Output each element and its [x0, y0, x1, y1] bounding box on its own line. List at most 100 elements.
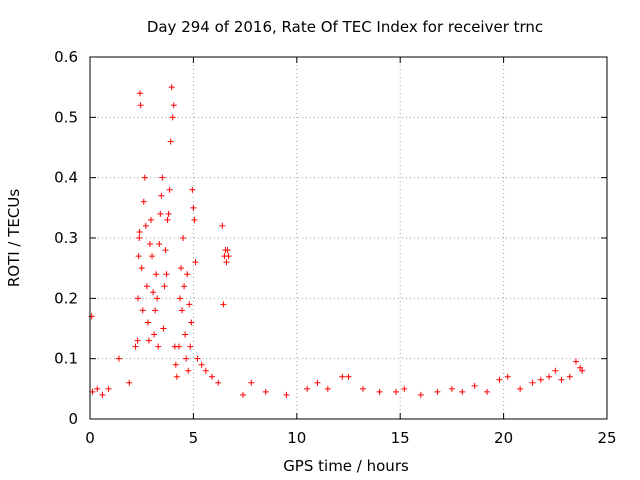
chart-title: Day 294 of 2016, Rate Of TEC Index for r…: [147, 18, 543, 36]
data-point: [189, 186, 196, 193]
data-point: [401, 385, 408, 392]
data-point: [148, 216, 155, 223]
data-point: [248, 379, 255, 386]
data-point: [339, 373, 346, 380]
data-point: [150, 289, 157, 296]
data-point: [99, 391, 106, 398]
data-point: [94, 385, 101, 392]
data-point: [517, 385, 524, 392]
data-point: [142, 222, 149, 229]
data-point: [156, 241, 163, 248]
y-tick-label: 0: [68, 410, 78, 428]
data-point: [202, 367, 209, 374]
plot-frame: [89, 56, 608, 420]
data-point: [169, 114, 176, 121]
data-point: [143, 283, 150, 290]
data-point: [314, 379, 321, 386]
data-point: [471, 382, 478, 389]
data-point: [149, 253, 156, 260]
gridlines: [90, 57, 607, 419]
x-tick-label: 10: [287, 429, 306, 447]
data-point: [115, 355, 122, 362]
data-point: [136, 228, 143, 235]
data-point: [180, 235, 187, 241]
data-point: [154, 295, 161, 302]
data-point: [177, 265, 184, 272]
data-point: [185, 367, 192, 374]
data-point: [194, 355, 201, 362]
data-point: [163, 271, 170, 278]
data-point: [176, 295, 183, 302]
data-point: [160, 325, 167, 332]
y-tick-label: 0.1: [54, 350, 78, 368]
data-point: [134, 337, 141, 344]
data-point: [141, 174, 148, 181]
x-tick-label: 0: [85, 429, 95, 447]
data-point: [172, 361, 179, 368]
data-point: [136, 235, 143, 241]
x-tick-label: 5: [189, 429, 199, 447]
data-point: [577, 364, 584, 371]
data-point: [191, 216, 198, 223]
data-point: [181, 283, 188, 290]
data-point: [165, 210, 172, 217]
data-point: [137, 102, 144, 109]
data-point: [105, 385, 112, 392]
data-point: [182, 331, 189, 338]
data-point: [225, 253, 232, 260]
data-point: [566, 373, 573, 380]
data-points: [88, 84, 586, 398]
data-point: [324, 385, 331, 392]
data-point: [170, 102, 177, 109]
data-point: [220, 301, 227, 308]
data-point: [393, 388, 400, 395]
data-point: [161, 283, 168, 290]
data-point: [198, 361, 205, 368]
data-point: [175, 343, 182, 350]
data-point: [188, 319, 195, 326]
data-point: [151, 331, 158, 338]
data-point: [484, 388, 491, 395]
data-point: [187, 343, 194, 350]
data-point: [162, 247, 169, 254]
data-point: [376, 388, 383, 395]
data-point: [579, 367, 586, 374]
data-point: [186, 301, 193, 308]
data-point: [184, 271, 191, 278]
data-point: [537, 376, 544, 383]
data-point: [164, 216, 171, 223]
data-point: [146, 241, 153, 248]
data-point: [132, 343, 139, 350]
data-point: [173, 373, 180, 380]
data-point: [144, 319, 151, 326]
y-tick-label: 0.3: [54, 229, 78, 247]
data-point: [159, 174, 166, 181]
x-axis-label: GPS time / hours: [283, 457, 409, 475]
y-tick-label: 0.4: [54, 169, 78, 187]
data-point: [167, 138, 174, 145]
data-point: [558, 376, 565, 383]
data-point: [140, 198, 147, 205]
x-tick-label: 25: [597, 429, 616, 447]
data-point: [152, 307, 159, 314]
data-point: [126, 379, 133, 386]
data-point: [153, 271, 160, 278]
data-point: [166, 186, 173, 193]
data-point: [572, 358, 579, 365]
data-point: [345, 373, 352, 380]
data-point: [448, 385, 455, 392]
data-point: [134, 295, 141, 302]
data-point: [135, 253, 142, 260]
data-point: [283, 391, 290, 398]
data-point: [434, 388, 441, 395]
data-point: [209, 373, 216, 380]
data-point: [155, 343, 162, 350]
data-point: [192, 259, 199, 266]
data-point: [359, 385, 366, 392]
data-point: [157, 210, 164, 217]
data-point: [496, 376, 503, 383]
data-point: [179, 307, 186, 314]
data-point: [262, 388, 269, 395]
data-point: [137, 90, 144, 97]
